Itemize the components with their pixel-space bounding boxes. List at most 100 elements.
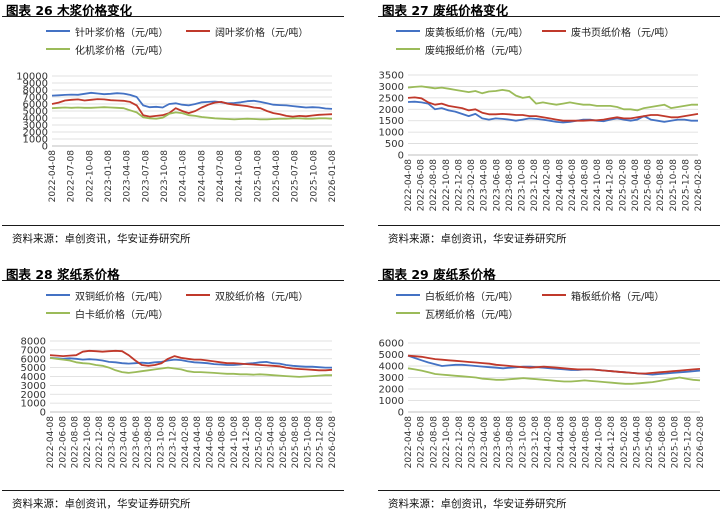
legend-swatch — [396, 47, 420, 50]
x-tick-label: 2023-07-08 — [141, 150, 151, 203]
series-line — [49, 357, 332, 369]
legend-swatch — [46, 47, 70, 50]
x-tick-label: 2023-02-08 — [107, 416, 117, 469]
series-line — [407, 354, 701, 376]
legend-swatch — [396, 29, 420, 32]
legend-label: 阔叶浆价格（元/吨） — [215, 28, 309, 39]
x-tick-label: 2024-04-08 — [197, 150, 207, 203]
x-tick-label: 2023-08-08 — [505, 159, 515, 212]
chart-panel-paper: 图表 28 浆纸系价格 双铜纸价格（元/吨） 双胶纸价格（元/吨） 白卡纸价格（… — [2, 264, 344, 518]
x-tick-label: 2024-04-08 — [193, 416, 203, 469]
x-tick-label: 2023-10-08 — [160, 150, 170, 203]
x-tick-label: 2022-10-08 — [442, 159, 452, 212]
legend-item: 白板纸价格（元/吨） — [396, 288, 518, 303]
legend-item: 双铜纸价格（元/吨） — [46, 288, 168, 303]
series-line — [407, 367, 701, 385]
title-rule — [378, 280, 720, 281]
x-tick-label: 2026-02-08 — [328, 416, 338, 469]
x-tick-label: 2025-06-08 — [644, 159, 654, 212]
x-tick-label: 2026-02-08 — [694, 159, 704, 212]
x-tick-label: 2024-12-08 — [606, 159, 616, 212]
source-note: 资料来源：卓创资讯，华安证券研究所 — [388, 233, 567, 245]
legend-label: 瓦楞纸价格（元/吨） — [425, 310, 519, 321]
legend-item: 废书页纸价格（元/吨） — [542, 24, 674, 39]
x-tick-label: 2025-04-08 — [267, 416, 277, 469]
y-tick-label: 7000 — [21, 345, 46, 356]
y-tick-label: 2500 — [379, 93, 404, 104]
y-tick-label: 5000 — [379, 350, 404, 361]
x-tick-label: 2025-02-08 — [618, 159, 628, 212]
x-tick-label: 2023-01-08 — [104, 150, 114, 203]
x-tick-label: 2022-08-08 — [71, 416, 81, 469]
y-tick-label: 6000 — [379, 339, 404, 350]
y-tick-label: 6000 — [21, 354, 46, 365]
x-tick-label: 2025-10-08 — [303, 416, 313, 469]
series-line — [407, 85, 698, 112]
legend-swatch — [186, 29, 210, 32]
chart-title: 图表 28 浆纸系价格 — [6, 267, 120, 282]
x-tick-label: 2022-04-08 — [404, 159, 414, 212]
x-tick-label: 2023-04-08 — [123, 150, 133, 203]
x-tick-label: 2024-01-08 — [179, 150, 189, 203]
legend-label: 双铜纸价格（元/吨） — [75, 292, 169, 303]
y-tick-label: 1000 — [379, 396, 404, 407]
x-tick-label: 2023-10-08 — [517, 159, 527, 212]
title-rule — [378, 16, 720, 17]
legend-label: 箱板纸价格（元/吨） — [571, 292, 665, 303]
source-rule — [378, 490, 720, 491]
y-tick-label: 9000 — [23, 79, 48, 90]
x-tick-label: 2023-06-08 — [132, 416, 142, 469]
x-tick-label: 2024-10-08 — [230, 416, 240, 469]
x-tick-label: 2022-06-08 — [417, 416, 427, 469]
y-tick-label: 6000 — [23, 100, 48, 111]
y-tick-label: 1000 — [21, 399, 46, 410]
source-note: 资料来源：卓创资讯，华安证券研究所 — [12, 233, 191, 245]
x-tick-label: 2025-10-08 — [671, 416, 681, 469]
x-tick-label: 2023-04-08 — [480, 159, 490, 212]
y-tick-label: 2000 — [379, 385, 404, 396]
x-tick-label: 2025-08-08 — [658, 416, 668, 469]
y-tick-label: 8000 — [21, 337, 46, 348]
x-tick-label: 2026-02-08 — [696, 416, 706, 469]
y-tick-label: 1000 — [379, 128, 404, 139]
y-tick-label: 2000 — [379, 105, 404, 116]
y-tick-label: 3000 — [21, 381, 46, 392]
x-tick-label: 2025-08-08 — [656, 159, 666, 212]
y-tick-label: 0 — [398, 408, 404, 419]
x-tick-label: 2025-12-08 — [681, 159, 691, 212]
x-tick-label: 2024-06-08 — [569, 416, 579, 469]
legend-swatch — [396, 293, 420, 296]
title-rule — [2, 280, 344, 281]
x-tick-label: 2022-12-08 — [95, 416, 105, 469]
x-tick-label: 2024-06-08 — [205, 416, 215, 469]
x-tick-label: 2022-08-08 — [429, 159, 439, 212]
y-tick-label: 5000 — [21, 363, 46, 374]
y-tick-label: 4000 — [379, 362, 404, 373]
x-tick-label: 2024-08-08 — [218, 416, 228, 469]
x-tick-label: 2022-12-08 — [454, 159, 464, 212]
x-tick-label: 2023-10-08 — [156, 416, 166, 469]
y-tick-label: 8000 — [23, 86, 48, 97]
source-rule — [378, 225, 720, 226]
x-tick-label: 2022-10-08 — [83, 416, 93, 469]
x-tick-label: 2023-12-08 — [531, 416, 541, 469]
legend-label: 废纯报纸价格（元/吨） — [425, 46, 529, 57]
x-tick-label: 2025-12-08 — [316, 416, 326, 469]
x-tick-label: 2024-02-08 — [543, 159, 553, 212]
legend-item: 瓦楞纸价格（元/吨） — [396, 306, 518, 321]
x-tick-label: 2024-12-08 — [242, 416, 252, 469]
chart-panel-pulp: 图表 26 木浆价格变化 针叶浆价格（元/吨） 阔叶浆价格（元/吨） 化机浆价格… — [2, 0, 344, 254]
legend-label: 废书页纸价格（元/吨） — [571, 28, 675, 39]
series-line — [49, 357, 332, 378]
x-tick-label: 2023-10-08 — [518, 416, 528, 469]
x-tick-label: 2023-06-08 — [492, 159, 502, 212]
x-tick-label: 2024-12-08 — [607, 416, 617, 469]
source-rule — [2, 225, 344, 226]
legend-label: 针叶浆价格（元/吨） — [75, 28, 169, 39]
x-tick-label: 2024-02-08 — [181, 416, 191, 469]
source-note: 资料来源：卓创资讯，华安证券研究所 — [388, 498, 567, 510]
title-rule — [2, 16, 344, 17]
x-tick-label: 2022-06-08 — [417, 159, 427, 212]
x-tick-label: 2022-04-08 — [404, 416, 414, 469]
